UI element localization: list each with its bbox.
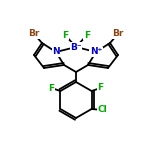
Text: F: F — [98, 83, 104, 93]
Text: B⁻: B⁻ — [70, 43, 82, 52]
Text: F: F — [62, 31, 68, 40]
Text: F: F — [48, 83, 54, 93]
Text: Br: Br — [112, 29, 124, 38]
Text: Cl: Cl — [98, 105, 107, 114]
Text: N: N — [52, 47, 60, 57]
Text: N⁺: N⁺ — [90, 47, 102, 57]
Text: F: F — [84, 31, 90, 40]
Text: Br: Br — [28, 29, 40, 38]
